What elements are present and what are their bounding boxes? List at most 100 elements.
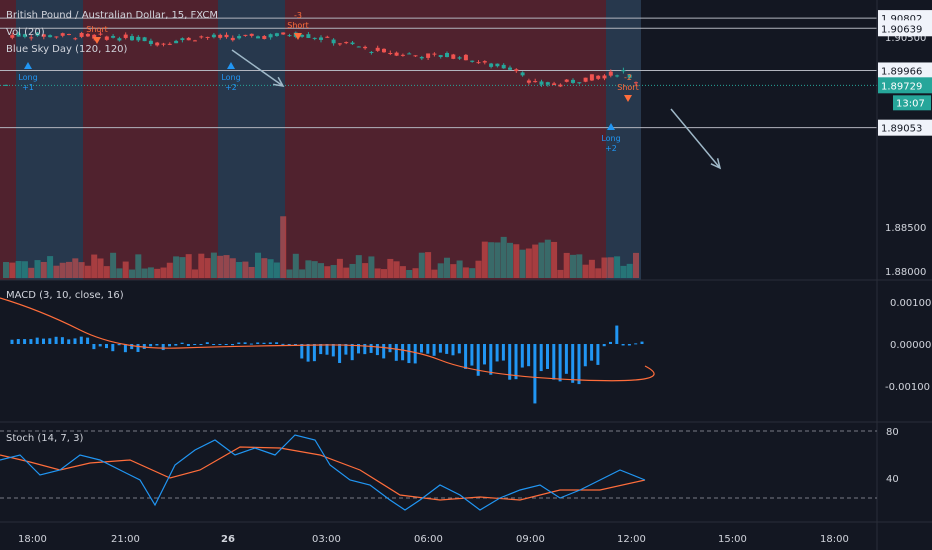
volume-bar (588, 259, 595, 278)
candle-body (67, 34, 71, 36)
volume-bar (229, 258, 236, 278)
macd-histogram-bar (111, 344, 115, 352)
candle-body (142, 37, 147, 42)
candle-body (634, 82, 638, 84)
session-band (218, 0, 285, 280)
stoch-d-line (0, 446, 646, 501)
time-label: 03:00 (312, 534, 341, 545)
time-axis[interactable]: 18:00 21:00 26 03:00 06:00 09:00 12:00 1… (18, 534, 849, 545)
signal-value: -2 (624, 73, 632, 82)
macd-histogram-bar (539, 344, 543, 372)
macd-histogram-bar (218, 344, 222, 345)
blue-sky-indicator-label[interactable]: Blue Sky Day (120, 120) (6, 44, 128, 55)
candle-body (508, 67, 512, 70)
volume-bar (324, 266, 331, 278)
volume-bar (103, 266, 110, 278)
volume-bar (368, 256, 375, 278)
macd-histogram-bar (54, 336, 58, 344)
candle-body (564, 79, 569, 82)
macd-histogram-bar (16, 339, 20, 344)
macd-histogram-bar (168, 344, 171, 347)
candle-body (457, 57, 462, 59)
session-band (83, 0, 218, 280)
macd-histogram-bar (249, 343, 253, 345)
candle-body (287, 35, 292, 37)
candle-body (407, 53, 412, 55)
macd-histogram-bar (42, 338, 45, 344)
volume-bar (179, 257, 186, 278)
horizontal-levels[interactable] (0, 17, 877, 129)
macd-histogram-bar (394, 344, 398, 361)
macd-histogram-bar (489, 344, 493, 375)
macd-histogram-bar (105, 344, 108, 349)
stoch-axis[interactable]: 80 40 (886, 427, 899, 485)
time-label: 09:00 (516, 534, 545, 545)
volume-bar (507, 242, 513, 278)
signal-label: Long (18, 73, 37, 82)
macd-axis[interactable]: 0.00100 0.00000 -0.00100 (885, 298, 931, 393)
signal-arrow (294, 33, 302, 40)
volume-bar (620, 265, 627, 278)
trend-arrows[interactable] (231, 49, 722, 170)
volume-bar (242, 261, 249, 278)
volume-bar (223, 255, 230, 278)
level-label: 1.90802 (881, 14, 922, 25)
macd-histogram-bar (73, 338, 77, 344)
macd-histogram-bar (590, 344, 594, 361)
macd-histogram-bar (583, 344, 587, 367)
volume-bar (97, 258, 104, 278)
volume-bar (513, 244, 520, 278)
candle-body (262, 36, 267, 40)
candle-body (388, 53, 393, 55)
candle-body (4, 84, 8, 86)
volume-bar (311, 261, 318, 278)
symbol-title[interactable]: British Pound / Australian Dollar, 15, F… (6, 10, 218, 21)
signal-arrow (93, 37, 101, 44)
volume-bar (362, 263, 369, 278)
candle-body (325, 36, 330, 38)
stoch-label[interactable]: Stoch (14, 7, 3) (6, 433, 83, 444)
volume-bar (84, 265, 91, 278)
volume-bar (633, 252, 639, 278)
volume-bar (488, 242, 495, 278)
candle-body (218, 34, 223, 38)
candle-body (268, 34, 273, 38)
macd-histogram-bar (401, 344, 405, 361)
candlesticks[interactable] (4, 31, 638, 88)
time-label: 06:00 (414, 534, 443, 545)
macd-histogram-bar (432, 344, 436, 356)
candle-body (375, 47, 380, 51)
time-label: 26 (221, 534, 235, 545)
macd-histogram-bar (136, 344, 140, 352)
macd-histogram-bar (508, 344, 512, 380)
volume-bar (248, 266, 255, 278)
macd-histogram-bar (558, 344, 562, 382)
volume-bar (116, 268, 123, 278)
macd-histogram-bar (331, 344, 335, 357)
candle-body (92, 34, 97, 39)
macd-histogram-bar (476, 344, 480, 376)
candle-body (249, 33, 254, 36)
volume-indicator-label[interactable]: Vol (20) (6, 27, 45, 38)
trend-arrow-head (273, 76, 285, 87)
macd-histogram-bar (60, 337, 64, 344)
macd-histogram-bar (312, 344, 316, 362)
candle-body (123, 34, 128, 38)
volume-bar (381, 269, 387, 278)
stoch-k-line (0, 434, 646, 511)
volume-bar (160, 267, 167, 278)
level-label-box (878, 119, 932, 136)
macd-histogram-bar (325, 344, 329, 355)
current-price-box (878, 77, 932, 94)
candle-body (174, 40, 179, 44)
macd-histogram-bar (369, 344, 373, 353)
session-band (16, 0, 83, 280)
candle-body (337, 43, 342, 45)
volume-bar (570, 254, 576, 278)
volume-bar (255, 252, 261, 278)
candle-body (79, 32, 84, 37)
macd-histogram-bar (149, 344, 153, 347)
macd-label[interactable]: MACD (3, 10, close, 16) (6, 290, 124, 301)
volume-bar (173, 256, 180, 278)
